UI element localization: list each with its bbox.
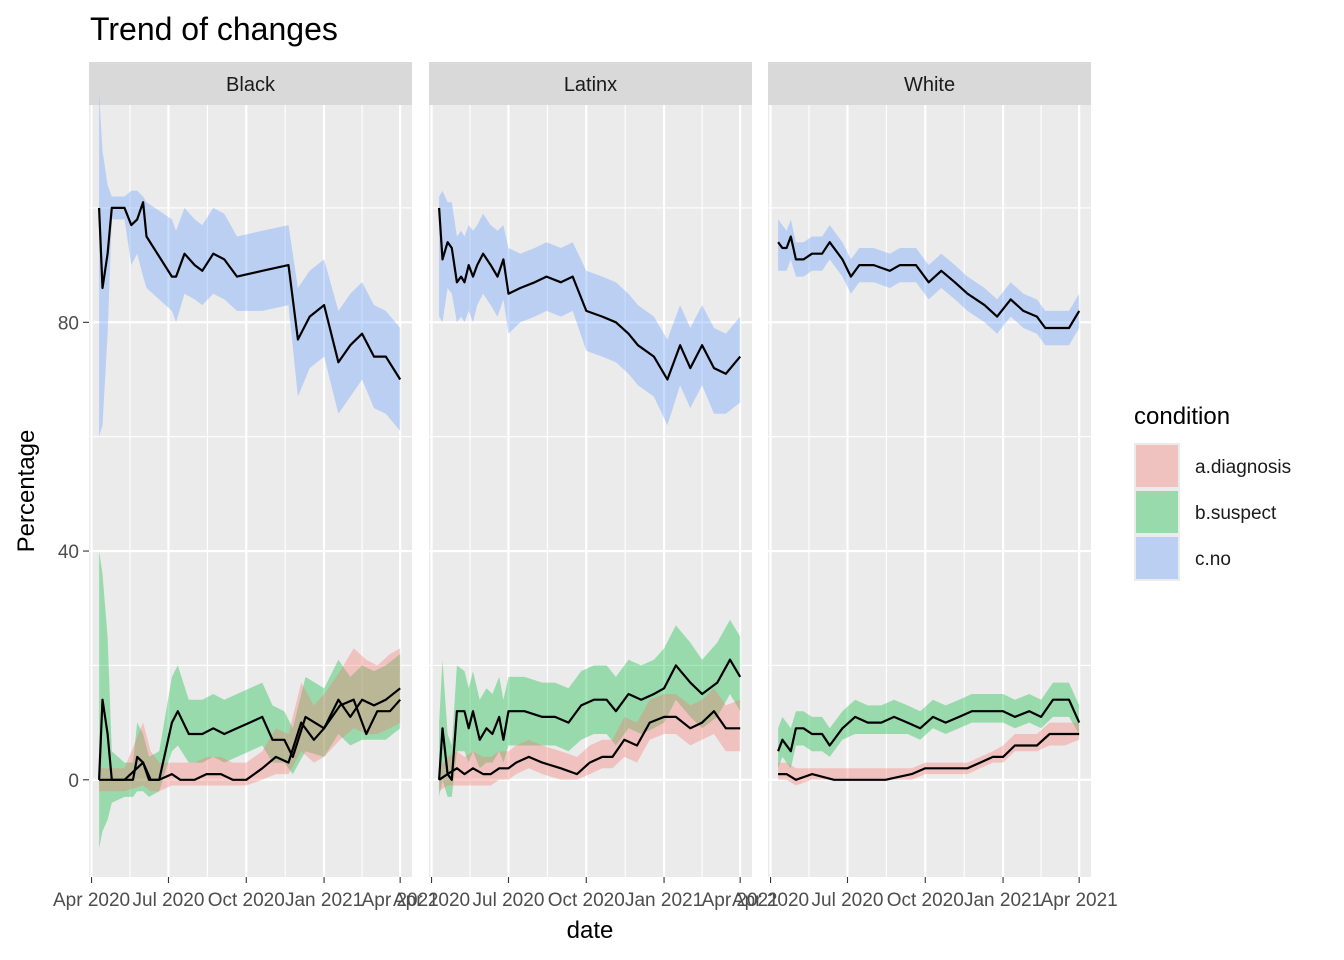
x-tick-label: Oct 2020 (548, 890, 625, 911)
ribbon-b.suspect (778, 682, 1080, 769)
y-tick-label: 80 (58, 313, 79, 334)
panel-background (89, 105, 412, 877)
ribbon-c.no (439, 190, 741, 426)
facet-panel-black: Black (89, 62, 412, 883)
x-tick-label: Oct 2020 (887, 890, 964, 911)
x-tick-label: Apr 2021 (1041, 890, 1118, 911)
legend-key-bg (1134, 535, 1180, 581)
line-a.diagnosis (99, 698, 402, 781)
x-tick-label: Jan 2021 (285, 890, 363, 911)
y-axis-title: Percentage (13, 430, 40, 553)
x-tick-label: Jul 2020 (133, 890, 205, 911)
legend-label: b.suspect (1195, 503, 1277, 524)
line-a.diagnosis (778, 732, 1080, 781)
facet-strip (429, 62, 752, 105)
x-tick-label: Apr 2021 (362, 890, 439, 911)
line-a.diagnosis (438, 710, 741, 781)
legend-label: c.no (1195, 549, 1231, 570)
line-b.suspect (98, 687, 401, 781)
facet-panel-latinx: Latinx (429, 62, 752, 883)
y-tick-label: 0 (68, 771, 79, 792)
x-tick-label: Jan 2021 (964, 890, 1042, 911)
legend-key-bg (1134, 443, 1180, 489)
y-tick-labels: 0 40 80 (58, 313, 89, 792)
x-tick-label: Apr 2020 (53, 890, 130, 911)
line-b.suspect (777, 698, 1081, 753)
x-tick-label: Jul 2020 (812, 890, 884, 911)
x-axis-title: date (567, 917, 614, 944)
legend-item-c.no: c.no (1134, 535, 1231, 581)
x-tick-label: Jul 2020 (473, 890, 545, 911)
facet-panel-white: White (768, 62, 1091, 883)
legend: condition a.diagnosis b.suspect c.no (1134, 403, 1291, 581)
x-tick-label: Jan 2021 (625, 890, 703, 911)
line-c.no (98, 201, 402, 381)
line-c.no (438, 207, 742, 381)
ribbon-b.suspect (439, 619, 741, 797)
legend-label: a.diagnosis (1195, 457, 1291, 478)
line-c.no (777, 235, 1081, 330)
panel-background (429, 105, 752, 877)
x-tick-label: Apr 2021 (702, 890, 779, 911)
y-tick-label: 40 (58, 542, 79, 563)
line-b.suspect (438, 658, 742, 781)
legend-item-a.diagnosis: a.diagnosis (1134, 443, 1291, 489)
chart-title: Trend of changes (90, 11, 338, 47)
x-tick-label: Apr 2020 (732, 890, 809, 911)
legend-key-swatch (1136, 537, 1178, 579)
panel-background (768, 105, 1091, 877)
ribbon-b.suspect (99, 551, 401, 849)
x-tick-label: Oct 2020 (208, 890, 285, 911)
facet-strip (768, 62, 1091, 105)
ribbon-c.no (99, 93, 401, 437)
facet-strip-label: Latinx (564, 74, 617, 96)
x-tick-label: Apr 2020 (393, 890, 470, 911)
ribbon-a.diagnosis (99, 648, 401, 792)
legend-item-b.suspect: b.suspect (1134, 489, 1277, 535)
legend-key-swatch (1136, 491, 1178, 533)
facet-strip-label: Black (226, 74, 276, 96)
ribbon-a.diagnosis (778, 722, 1080, 786)
legend-title: condition (1134, 403, 1230, 430)
facet-strip-label: White (904, 74, 955, 96)
ribbon-a.diagnosis (439, 688, 741, 792)
legend-key-bg (1134, 489, 1180, 535)
facet-strip (89, 62, 412, 105)
legend-key-swatch (1136, 445, 1178, 487)
facet-panels: Black Latinx White (89, 62, 1091, 883)
